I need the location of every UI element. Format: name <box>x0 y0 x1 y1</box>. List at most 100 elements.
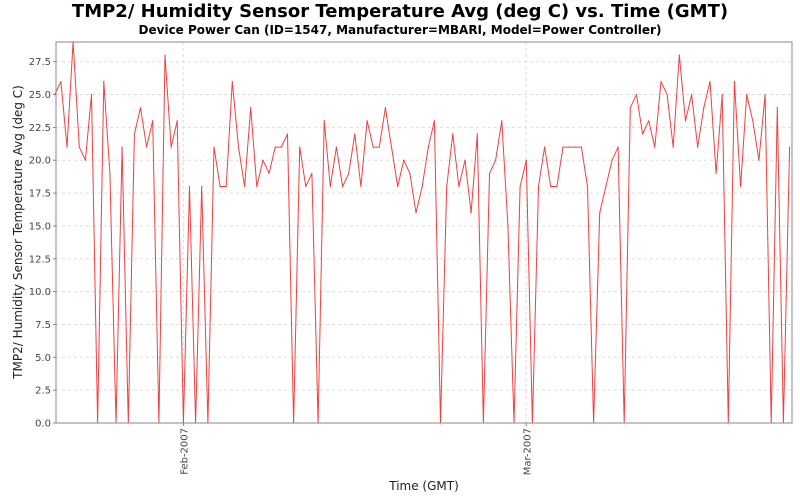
data-point <box>715 172 717 174</box>
data-point <box>788 146 791 148</box>
data-point <box>580 146 582 148</box>
data-point <box>611 159 613 161</box>
data-point <box>397 185 399 188</box>
data-point <box>586 185 589 188</box>
data-point <box>764 93 766 96</box>
data-point <box>323 120 325 122</box>
data-point <box>409 172 411 174</box>
y-tick-label: 2.5 <box>35 386 51 397</box>
data-point <box>470 212 472 214</box>
chart-title: TMP2/ Humidity Sensor Temperature Avg (d… <box>71 1 729 22</box>
data-point <box>286 133 289 135</box>
y-tick-label: 27.5 <box>29 57 51 68</box>
data-point <box>354 133 356 135</box>
data-point <box>556 185 558 188</box>
data-point <box>758 159 760 161</box>
x-axis-label: Time (GMT) <box>388 479 459 493</box>
data-point <box>464 159 466 161</box>
data-point <box>629 107 631 109</box>
data-point <box>335 146 338 148</box>
y-tick-label: 25.0 <box>29 90 51 101</box>
data-point <box>164 54 166 56</box>
data-point <box>54 93 56 96</box>
y-tick-label: 10.0 <box>29 287 51 298</box>
data-point <box>66 146 68 148</box>
data-point <box>90 93 93 96</box>
data-point <box>721 93 723 96</box>
data-point <box>641 133 644 135</box>
plot-frame <box>55 41 793 424</box>
data-point <box>378 146 380 148</box>
data-point <box>133 133 135 135</box>
data-point <box>250 107 252 109</box>
data-point <box>690 93 693 96</box>
data-point <box>139 107 142 109</box>
data-point <box>519 185 521 188</box>
data-point <box>201 185 203 188</box>
data-point <box>280 146 282 148</box>
data-point <box>421 185 423 188</box>
data-point <box>433 120 436 122</box>
data-point <box>384 107 387 109</box>
data-point <box>390 146 393 148</box>
data-point <box>170 146 172 148</box>
data-point <box>495 159 497 161</box>
data-point <box>372 146 374 148</box>
data-point <box>605 185 607 188</box>
data-point <box>599 212 601 214</box>
data-point <box>274 146 276 148</box>
x-tick-label: Feb-2007 <box>179 428 190 475</box>
data-point <box>256 185 258 188</box>
y-tick-label: 12.5 <box>29 254 51 265</box>
data-point <box>697 146 699 148</box>
y-tick-label: 15.0 <box>29 221 51 232</box>
data-point <box>305 185 307 188</box>
data-point <box>739 185 742 188</box>
data-point <box>678 54 680 56</box>
data-point <box>672 146 674 148</box>
data-point <box>366 120 368 122</box>
y-tick-label: 7.5 <box>35 320 51 331</box>
data-point <box>648 120 650 122</box>
data-point <box>213 146 215 148</box>
chart-subtitle: Device Power Can (ID=1547, Manufacturer=… <box>138 23 662 37</box>
data-point <box>635 93 638 96</box>
data-point <box>341 185 344 188</box>
y-tick-label: 17.5 <box>29 189 51 200</box>
data-point <box>311 172 313 174</box>
y-tick-label: 20.0 <box>29 156 51 167</box>
data-point <box>243 185 246 188</box>
data-point <box>666 93 668 96</box>
data-point <box>231 80 233 83</box>
data-point <box>776 107 778 109</box>
data-point <box>703 107 705 109</box>
y-tick-label: 0.0 <box>35 419 51 430</box>
data-point <box>268 172 270 174</box>
data-point <box>152 120 154 122</box>
y-tick-label: 5.0 <box>35 353 51 364</box>
data-point <box>488 172 491 174</box>
data-point <box>501 120 503 122</box>
data-point <box>452 133 454 135</box>
data-point <box>537 185 540 188</box>
data-point <box>348 172 350 174</box>
data-point <box>146 146 148 148</box>
y-tick-label: 22.5 <box>29 123 51 134</box>
y-axis-label: TMP2/ Humidity Sensor Temperature Avg (d… <box>11 85 25 380</box>
data-point <box>299 146 301 148</box>
data-point <box>446 185 448 188</box>
data-point <box>752 120 754 122</box>
data-point <box>84 159 86 161</box>
data-point <box>403 159 405 161</box>
data-point <box>709 80 711 83</box>
data-point <box>219 185 221 188</box>
data-point <box>562 146 564 148</box>
data-point <box>427 146 429 148</box>
data-point <box>746 93 748 96</box>
data-point <box>78 146 80 148</box>
data-point <box>176 120 178 122</box>
data-point <box>262 159 264 161</box>
data-point <box>458 185 460 188</box>
data-point <box>550 185 552 188</box>
